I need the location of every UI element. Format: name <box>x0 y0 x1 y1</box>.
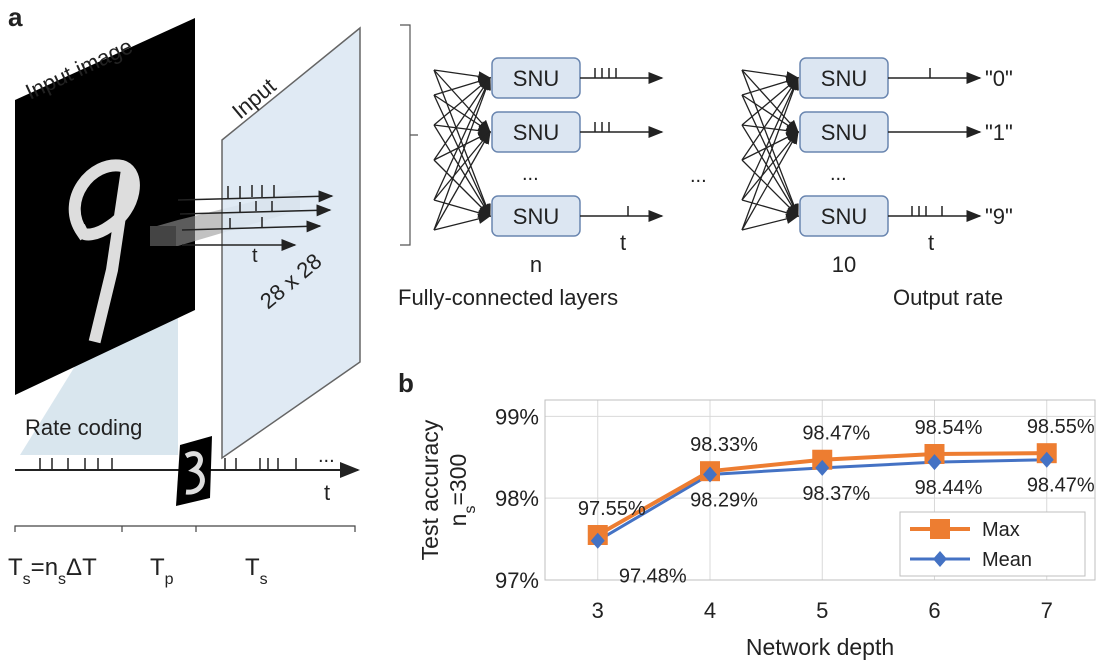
between-ellipsis: ... <box>690 165 707 187</box>
layer-ellipsis: ... <box>830 163 847 185</box>
x-tick-label: 5 <box>816 598 828 623</box>
value-label: 98.55% <box>1027 416 1095 438</box>
fc-label: Fully-connected layers <box>398 285 618 310</box>
time-label: t <box>252 245 258 267</box>
t: T <box>245 554 260 581</box>
time-label: t <box>928 230 934 255</box>
timing-label: Ts <box>245 554 268 588</box>
rate-spikes <box>40 458 296 470</box>
value-label: 98.44% <box>915 477 983 499</box>
t: T <box>150 554 165 581</box>
timing-label: Tp <box>150 554 174 588</box>
t: ΔT <box>66 554 97 581</box>
legend-label: Mean <box>982 549 1032 571</box>
legend-marker <box>930 519 950 539</box>
snu-label: SNU <box>513 204 559 229</box>
sub: s <box>23 571 31 588</box>
value-label: 98.33% <box>690 434 758 456</box>
sub: s <box>58 571 66 588</box>
sub: s <box>462 506 479 514</box>
output-label: "1" <box>985 120 1013 145</box>
panel-label: b <box>398 368 414 398</box>
connection <box>742 70 798 78</box>
x-tick-label: 7 <box>1041 598 1053 623</box>
value-label: 97.55% <box>578 498 646 520</box>
rate-ellipsis: ... <box>318 445 335 467</box>
y-tick-label: 99% <box>495 404 539 429</box>
value-label: 98.47% <box>1027 475 1095 497</box>
output-label: "0" <box>985 66 1013 91</box>
timing-label: Ts=nsΔT <box>8 554 97 588</box>
snu-label: SNU <box>821 204 867 229</box>
value-label: 98.37% <box>802 483 870 505</box>
panel-label: a <box>8 2 23 32</box>
x-tick-label: 3 <box>592 598 604 623</box>
y-tick-label: 97% <box>495 568 539 593</box>
value-label: 98.47% <box>802 423 870 445</box>
rest: =300 <box>445 454 471 506</box>
value-label: 97.48% <box>619 566 687 588</box>
y-axis-label: Test accuracy <box>417 419 443 560</box>
connection <box>434 216 490 230</box>
n: n <box>445 514 471 527</box>
snu-label: SNU <box>513 120 559 145</box>
x-tick-label: 4 <box>704 598 716 623</box>
output-label: "9" <box>985 204 1013 229</box>
value-label: 98.54% <box>915 417 983 439</box>
connection <box>742 216 798 230</box>
t: T <box>8 554 23 581</box>
rate-coding-label: Rate coding <box>25 415 142 440</box>
legend-label: Max <box>982 519 1020 541</box>
y-axis-label: ns=300 <box>445 454 479 527</box>
snu-label: SNU <box>513 66 559 91</box>
output-rate-label: Output rate <box>893 285 1003 310</box>
patch <box>150 226 176 246</box>
time-label: t <box>620 230 626 255</box>
layer-size: 10 <box>832 252 856 277</box>
snu-label: SNU <box>821 120 867 145</box>
x-tick-label: 6 <box>928 598 940 623</box>
snu-label: SNU <box>821 66 867 91</box>
value-label: 98.29% <box>690 489 758 511</box>
rate-time-label: t <box>324 480 330 505</box>
figure: a Input image Input 28 x 28 t Rate codin… <box>0 0 1120 663</box>
y-tick-label: 98% <box>495 486 539 511</box>
chart: 3 4 5 6 7 97% 98% 99% 97.55% 98.33% 98.47% 98.54% 98… <box>495 400 1095 623</box>
layer-size: n <box>530 252 542 277</box>
timing-brace <box>15 526 355 532</box>
t: =n <box>31 554 58 581</box>
sub: s <box>260 571 268 588</box>
x-axis-label: Network depth <box>746 634 894 660</box>
network: SNU SNU SNU... t n SNU SNU SNU... t 10 "0" "1" "9" <box>434 58 1013 277</box>
connection <box>434 70 490 78</box>
bracket <box>400 25 418 245</box>
sub: p <box>165 571 174 588</box>
layer-ellipsis: ... <box>522 163 539 185</box>
